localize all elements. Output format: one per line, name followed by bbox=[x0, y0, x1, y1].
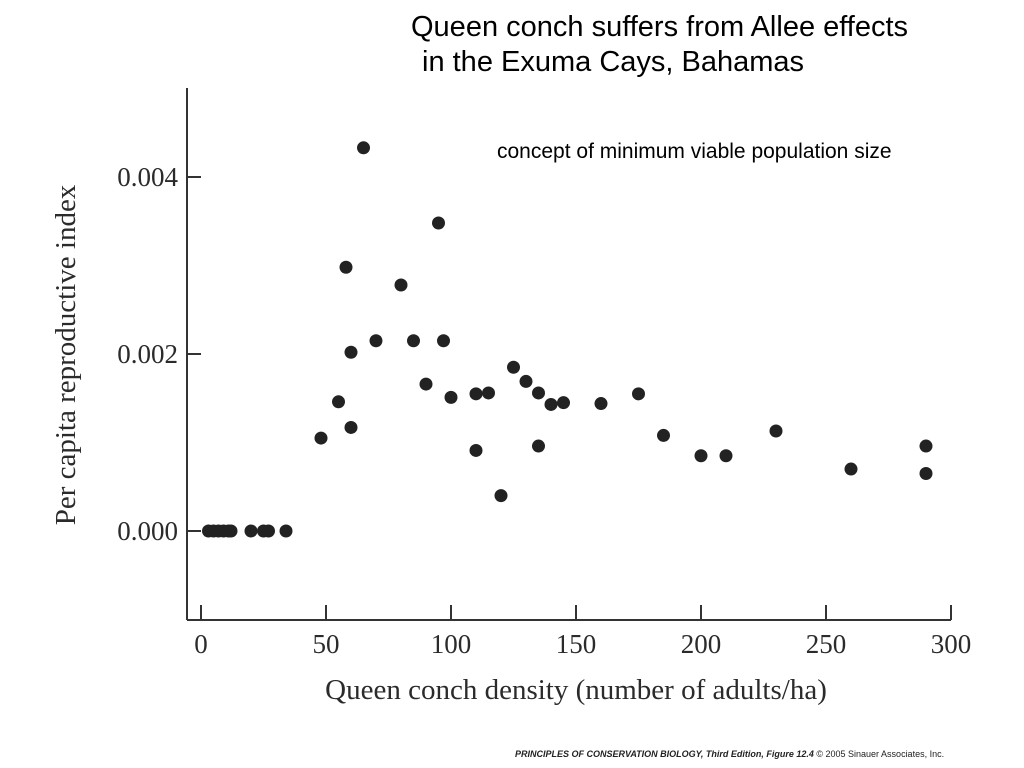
slide-title-line-2: in the Exuma Cays, Bahamas bbox=[422, 46, 805, 78]
data-point bbox=[332, 395, 345, 409]
data-point bbox=[694, 449, 708, 463]
data-point bbox=[314, 431, 328, 445]
data-point bbox=[532, 386, 545, 400]
data-point bbox=[394, 278, 408, 292]
data-point bbox=[632, 387, 645, 401]
data-point bbox=[844, 462, 858, 476]
x-tick-label: 150 bbox=[556, 629, 597, 659]
annotation-text: concept of minimum viable population siz… bbox=[497, 140, 892, 163]
y-axis-ticks: 0.000 0.002 0.004 bbox=[117, 162, 201, 546]
data-point bbox=[357, 141, 370, 155]
data-point bbox=[594, 397, 608, 411]
y-tick-label: 0.002 bbox=[117, 339, 178, 369]
data-point bbox=[482, 386, 495, 400]
data-point bbox=[432, 216, 445, 230]
data-point bbox=[557, 396, 570, 410]
x-tick-label: 0 bbox=[194, 629, 208, 659]
data-point bbox=[532, 439, 545, 453]
data-point bbox=[339, 260, 353, 274]
data-point bbox=[444, 390, 458, 404]
data-point bbox=[224, 524, 238, 538]
x-axis-ticks: 0 50 100 150 200 250 300 bbox=[194, 605, 971, 659]
x-axis-title: Queen conch density (number of adults/ha… bbox=[325, 674, 827, 706]
slide-title: Queen conch suffers from Allee effects i… bbox=[411, 10, 908, 80]
data-point bbox=[344, 420, 358, 434]
data-point bbox=[544, 397, 558, 411]
data-point bbox=[507, 360, 520, 374]
data-point bbox=[769, 424, 783, 438]
data-point bbox=[469, 387, 483, 401]
x-tick-label: 250 bbox=[806, 629, 847, 659]
data-point bbox=[344, 345, 358, 359]
data-point bbox=[919, 439, 933, 453]
data-point bbox=[407, 334, 420, 348]
data-point bbox=[244, 524, 258, 538]
y-axis-title: Per capita reproductive index bbox=[50, 184, 82, 525]
data-point bbox=[369, 334, 383, 348]
footer-book-reference: PRINCIPLES OF CONSERVATION BIOLOGY, Thir… bbox=[515, 749, 814, 759]
data-point bbox=[919, 466, 933, 480]
footer-copyright: © 2005 Sinauer Associates, Inc. bbox=[813, 749, 945, 759]
y-tick-label: 0.004 bbox=[117, 162, 178, 192]
y-tick-label: 0.000 bbox=[117, 516, 178, 546]
data-point bbox=[279, 524, 293, 538]
data-point bbox=[494, 489, 508, 503]
data-point bbox=[437, 334, 450, 348]
data-point bbox=[719, 449, 733, 463]
source-footer: PRINCIPLES OF CONSERVATION BIOLOGY, Thir… bbox=[515, 749, 944, 759]
data-point bbox=[469, 443, 483, 457]
data-point bbox=[519, 374, 533, 388]
x-tick-label: 100 bbox=[431, 629, 472, 659]
x-tick-label: 200 bbox=[681, 629, 722, 659]
x-tick-label: 50 bbox=[313, 629, 340, 659]
slide-title-line-1: Queen conch suffers from Allee effects bbox=[411, 11, 909, 43]
data-point bbox=[262, 524, 275, 538]
data-point bbox=[657, 428, 670, 442]
data-point bbox=[419, 377, 433, 391]
data-points bbox=[202, 141, 933, 538]
x-tick-label: 300 bbox=[931, 629, 972, 659]
